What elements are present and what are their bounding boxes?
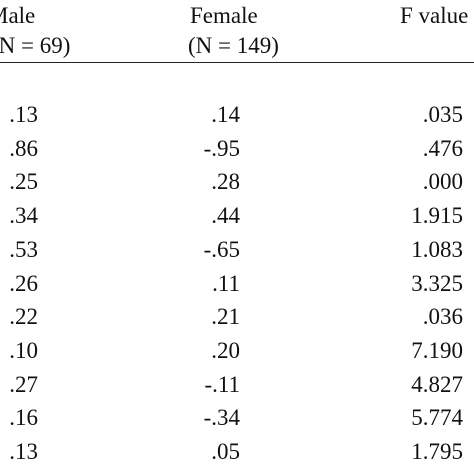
column-header: F value xyxy=(400,3,469,28)
cell: .27 xyxy=(9,371,38,397)
cell: .44 xyxy=(211,203,240,229)
cell: .26 xyxy=(9,270,38,296)
header-rule xyxy=(0,62,474,63)
cell: .14 xyxy=(211,102,240,127)
cell: 4.827 xyxy=(411,371,463,397)
cell: .13 xyxy=(9,439,38,464)
cell: .476 xyxy=(422,135,463,161)
column-header: (N = 149) xyxy=(188,33,279,58)
cell: .000 xyxy=(422,169,463,195)
column-header: Female xyxy=(190,3,258,28)
cell: .16 xyxy=(9,405,38,431)
cell: -.95 xyxy=(203,135,240,161)
column-header: (N = 69) xyxy=(0,33,71,58)
cell: .13 xyxy=(9,102,38,127)
cell: 3.325 xyxy=(411,270,463,296)
cell: .86 xyxy=(9,135,38,161)
cell: -.34 xyxy=(203,405,240,431)
cell: 1.083 xyxy=(411,236,463,262)
cell: .28 xyxy=(211,169,240,195)
cell: .34 xyxy=(9,203,38,229)
cell: .05 xyxy=(211,439,240,464)
cell: .21 xyxy=(211,304,240,330)
cell: .22 xyxy=(9,304,38,330)
cell: 1.915 xyxy=(411,203,463,229)
cell: .035 xyxy=(422,102,463,127)
cell: .10 xyxy=(9,337,38,363)
cell: 7.190 xyxy=(411,337,463,363)
cell: -.65 xyxy=(203,236,240,262)
column-header: Male xyxy=(0,3,36,28)
cell: 5.774 xyxy=(411,405,463,431)
cell: .11 xyxy=(212,270,240,296)
cell: .53 xyxy=(9,236,38,262)
cell: .20 xyxy=(211,337,240,363)
cell: .036 xyxy=(422,304,463,330)
cell: .25 xyxy=(9,169,38,195)
cell: -.11 xyxy=(204,371,240,397)
cell: 1.795 xyxy=(411,439,463,464)
